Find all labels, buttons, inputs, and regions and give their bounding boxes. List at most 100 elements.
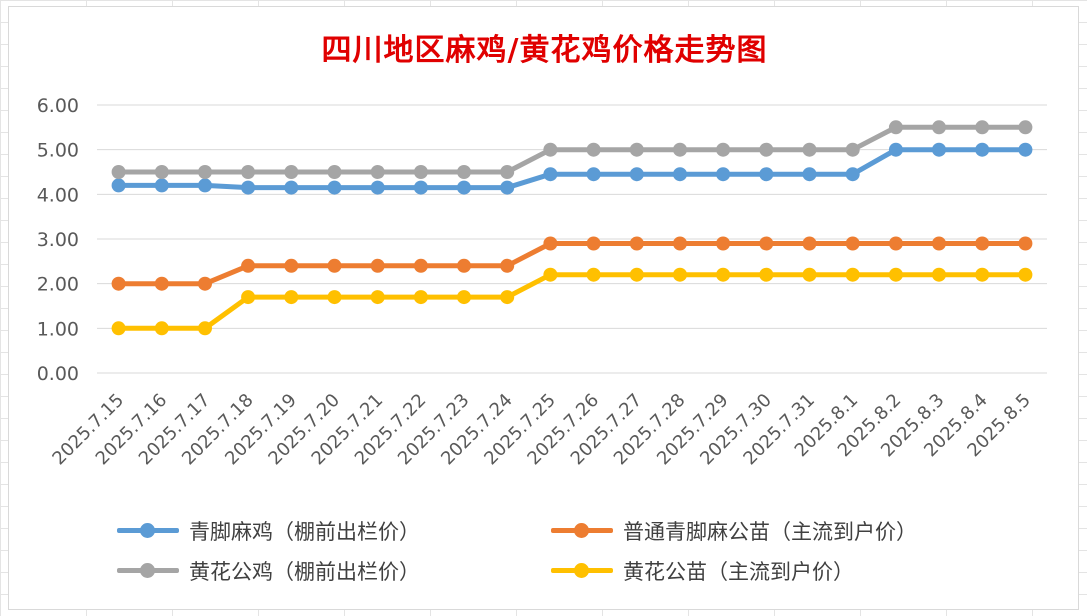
series-3-point-10 xyxy=(543,142,558,157)
series-3-point-1 xyxy=(154,165,169,179)
series-line-3 xyxy=(116,124,1028,175)
series-4-point-7 xyxy=(413,290,428,305)
line-chart-plot: 0.001.002.003.004.005.006.002025.7.15202… xyxy=(37,95,1047,469)
series-line-1 xyxy=(116,147,1028,191)
series-4-point-20 xyxy=(975,267,990,282)
series-2-point-7 xyxy=(413,258,428,273)
series-3-point-19 xyxy=(932,120,946,135)
series-3-point-7 xyxy=(413,165,428,179)
series-1-point-14 xyxy=(716,167,731,182)
series-4-point-18 xyxy=(888,267,903,282)
series-3-point-9 xyxy=(500,165,515,179)
series-4-point-4 xyxy=(284,290,299,305)
series-4-point-8 xyxy=(457,290,471,305)
series-3-point-20 xyxy=(975,120,990,135)
series-2-point-6 xyxy=(370,258,385,273)
series-2-point-14 xyxy=(716,236,731,251)
y-tick-label-5: 5.00 xyxy=(37,140,79,162)
series-2-point-12 xyxy=(629,236,644,251)
series-2-point-20 xyxy=(975,236,990,251)
series-1-point-20 xyxy=(975,142,990,157)
series-1-point-8 xyxy=(457,180,471,195)
series-4-point-13 xyxy=(673,267,687,282)
series-1-point-19 xyxy=(932,142,946,157)
y-tick-label-0: 0.00 xyxy=(37,363,79,385)
series-1-point-1 xyxy=(154,178,169,193)
series-2-point-0 xyxy=(111,276,126,291)
series-2-point-10 xyxy=(543,236,558,251)
series-2-point-17 xyxy=(845,236,860,251)
series-3-point-13 xyxy=(673,142,687,157)
series-1-point-5 xyxy=(327,180,342,195)
series-2-point-13 xyxy=(673,236,687,251)
series-3-point-14 xyxy=(716,142,731,157)
series-3-point-11 xyxy=(586,142,601,157)
series-4-point-10 xyxy=(543,267,558,282)
series-2-point-21 xyxy=(1018,236,1033,251)
series-3-point-6 xyxy=(370,165,385,179)
series-1-point-18 xyxy=(888,142,903,157)
series-4-point-11 xyxy=(586,267,601,282)
series-4-point-5 xyxy=(327,290,342,305)
series-1-point-7 xyxy=(413,180,428,195)
series-3-point-8 xyxy=(457,165,471,179)
series-2-point-18 xyxy=(888,236,903,251)
y-tick-label-4: 4.00 xyxy=(37,184,79,206)
series-1-point-21 xyxy=(1018,142,1033,157)
series-4-point-19 xyxy=(932,267,946,282)
series-4-point-21 xyxy=(1018,267,1033,282)
chart-title: 四川地区麻鸡/黄花鸡价格走势图 xyxy=(321,33,768,68)
series-4-point-0 xyxy=(111,321,126,336)
series-1-point-9 xyxy=(500,180,515,195)
series-1-point-13 xyxy=(673,167,687,182)
series-3-point-12 xyxy=(629,142,644,157)
series-4-point-2 xyxy=(198,321,212,336)
chart-area[interactable]: 四川地区麻鸡/黄花鸡价格走势图 0.00 1.00 2.00 3.00 4.00 5.00… xyxy=(8,6,1079,610)
series-3-point-15 xyxy=(759,142,774,157)
series-4-point-17 xyxy=(845,267,860,282)
series-4-point-9 xyxy=(500,290,515,305)
series-1-point-4 xyxy=(284,180,299,195)
series-2-point-4 xyxy=(284,258,299,273)
series-1-point-2 xyxy=(198,178,212,193)
series-1-point-3 xyxy=(241,180,256,195)
series-1-point-11 xyxy=(586,167,601,182)
series-3-point-4 xyxy=(284,165,299,179)
series-3-point-16 xyxy=(802,142,817,157)
series-2-point-15 xyxy=(759,236,774,251)
series-3-point-2 xyxy=(198,165,212,179)
series-2-point-5 xyxy=(327,258,342,273)
series-2-point-9 xyxy=(500,258,515,273)
series-4-point-12 xyxy=(629,267,644,282)
series-3-point-18 xyxy=(888,120,903,135)
y-tick-label-3: 3.00 xyxy=(37,229,79,251)
y-tick-label-2: 2.00 xyxy=(37,274,79,296)
series-1-point-17 xyxy=(845,167,860,182)
series-4-point-15 xyxy=(759,267,774,282)
series-1-point-12 xyxy=(629,167,644,182)
series-1-point-16 xyxy=(802,167,817,182)
series-3-point-5 xyxy=(327,165,342,179)
series-1-point-15 xyxy=(759,167,774,182)
series-3-point-0 xyxy=(111,165,126,179)
series-3-point-21 xyxy=(1018,120,1033,135)
series-4-point-1 xyxy=(154,321,169,336)
y-tick-label-6: 6.00 xyxy=(37,95,79,117)
y-tick-label-1: 1.00 xyxy=(37,318,79,340)
series-line-2 xyxy=(116,241,1028,287)
series-line-4 xyxy=(116,272,1028,331)
series-2-point-11 xyxy=(586,236,601,251)
series-4-point-3 xyxy=(241,290,256,305)
series-2-point-3 xyxy=(241,258,256,273)
series-3-point-17 xyxy=(845,142,860,157)
series-2-point-1 xyxy=(154,276,169,291)
series-2-point-2 xyxy=(198,276,212,291)
series-4-point-16 xyxy=(802,267,817,282)
series-2-point-16 xyxy=(802,236,817,251)
series-2-point-19 xyxy=(932,236,946,251)
series-3-point-3 xyxy=(241,165,256,179)
series-4-point-14 xyxy=(716,267,731,282)
series-1-point-0 xyxy=(111,178,126,193)
series-4-point-6 xyxy=(370,290,385,305)
series-1-point-6 xyxy=(370,180,385,195)
